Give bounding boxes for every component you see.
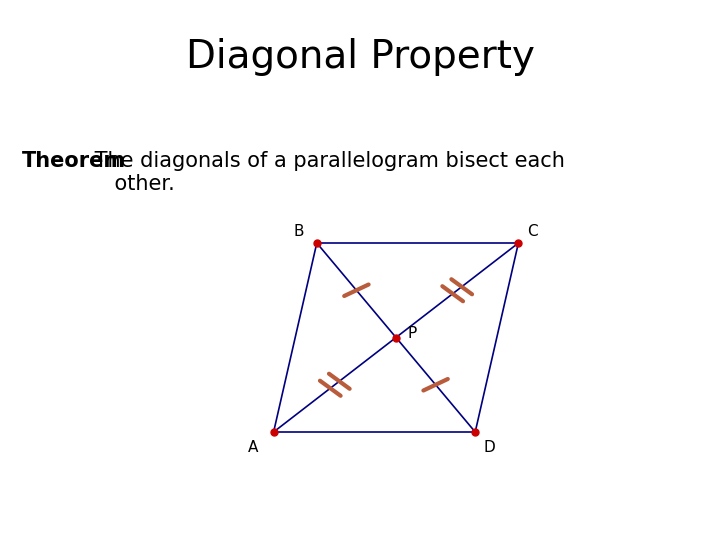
Text: A: A (248, 440, 258, 455)
Text: C: C (528, 224, 538, 239)
Text: D: D (484, 440, 495, 455)
Text: Diagonal Property: Diagonal Property (186, 38, 534, 76)
Text: The diagonals of a parallelogram bisect each
    other.: The diagonals of a parallelogram bisect … (88, 151, 564, 194)
Text: Theorem: Theorem (22, 151, 126, 171)
Text: B: B (294, 224, 304, 239)
Text: P: P (408, 326, 416, 341)
